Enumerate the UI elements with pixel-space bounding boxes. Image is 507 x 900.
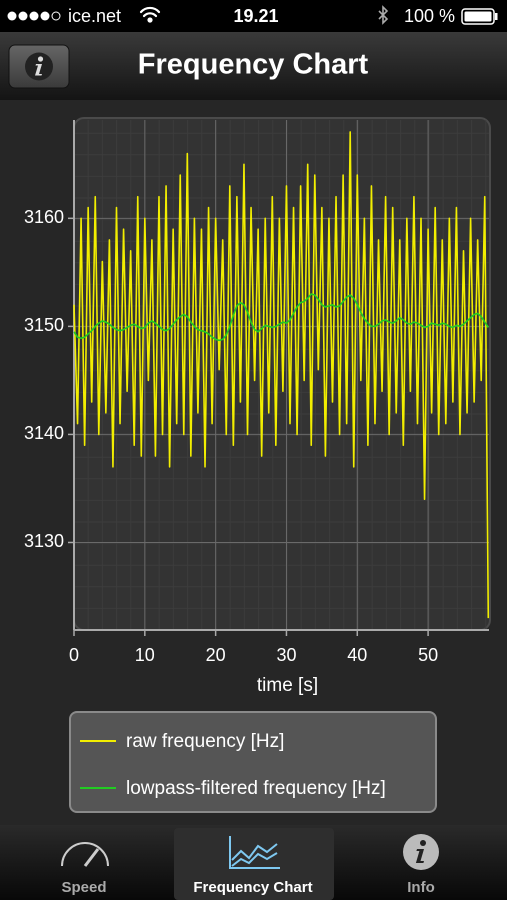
x-axis-label: time [s] bbox=[257, 675, 318, 696]
y-tick-label: 3160 bbox=[24, 207, 64, 227]
y-tick-label: 3150 bbox=[24, 315, 64, 335]
signal-icon bbox=[7, 11, 61, 21]
nav-bar bbox=[0, 32, 507, 100]
tab-labels: Speed Frequency Chart Info bbox=[61, 879, 434, 896]
legend-label: lowpass-filtered frequency [Hz] bbox=[126, 778, 386, 799]
series-line bbox=[73, 293, 489, 342]
chart: 3130 3140 3150 3160 0 10 20 30 40 50 time [s] bbox=[24, 120, 490, 696]
battery-icon bbox=[461, 8, 498, 25]
legend-label: raw frequency [Hz] bbox=[126, 731, 284, 752]
y-tick-label: 3140 bbox=[24, 423, 64, 443]
speed-tab-icon[interactable] bbox=[61, 842, 109, 867]
tab-label[interactable]: Speed bbox=[61, 879, 106, 896]
info-tab-icon[interactable] bbox=[403, 834, 439, 870]
tab-label[interactable]: Frequency Chart bbox=[193, 879, 312, 896]
x-tick-label: 40 bbox=[347, 645, 367, 665]
bluetooth-icon bbox=[378, 5, 389, 25]
selected-tab-highlight bbox=[174, 828, 334, 900]
legend bbox=[69, 711, 437, 813]
x-tick-label: 10 bbox=[135, 645, 155, 665]
tab-label[interactable]: Info bbox=[407, 879, 435, 896]
series-line bbox=[73, 131, 490, 619]
legend-entries: raw frequency [Hz] lowpass-filtered frequ… bbox=[80, 731, 386, 799]
x-tick-label: 50 bbox=[418, 645, 438, 665]
status-bar bbox=[0, 0, 507, 32]
info-button[interactable] bbox=[8, 44, 70, 89]
x-tick-label: 20 bbox=[206, 645, 226, 665]
wifi-icon bbox=[139, 6, 161, 23]
x-tick-label: 30 bbox=[276, 645, 296, 665]
carrier: ice.net bbox=[68, 6, 121, 26]
battery-percent: 100 % bbox=[404, 6, 455, 26]
x-tick-label: 0 bbox=[69, 645, 79, 665]
clock: 19.21 bbox=[233, 6, 278, 26]
nav-title: Frequency Chart bbox=[138, 49, 369, 81]
y-tick-label: 3130 bbox=[24, 531, 64, 551]
chart-tab-icon[interactable] bbox=[229, 836, 280, 869]
